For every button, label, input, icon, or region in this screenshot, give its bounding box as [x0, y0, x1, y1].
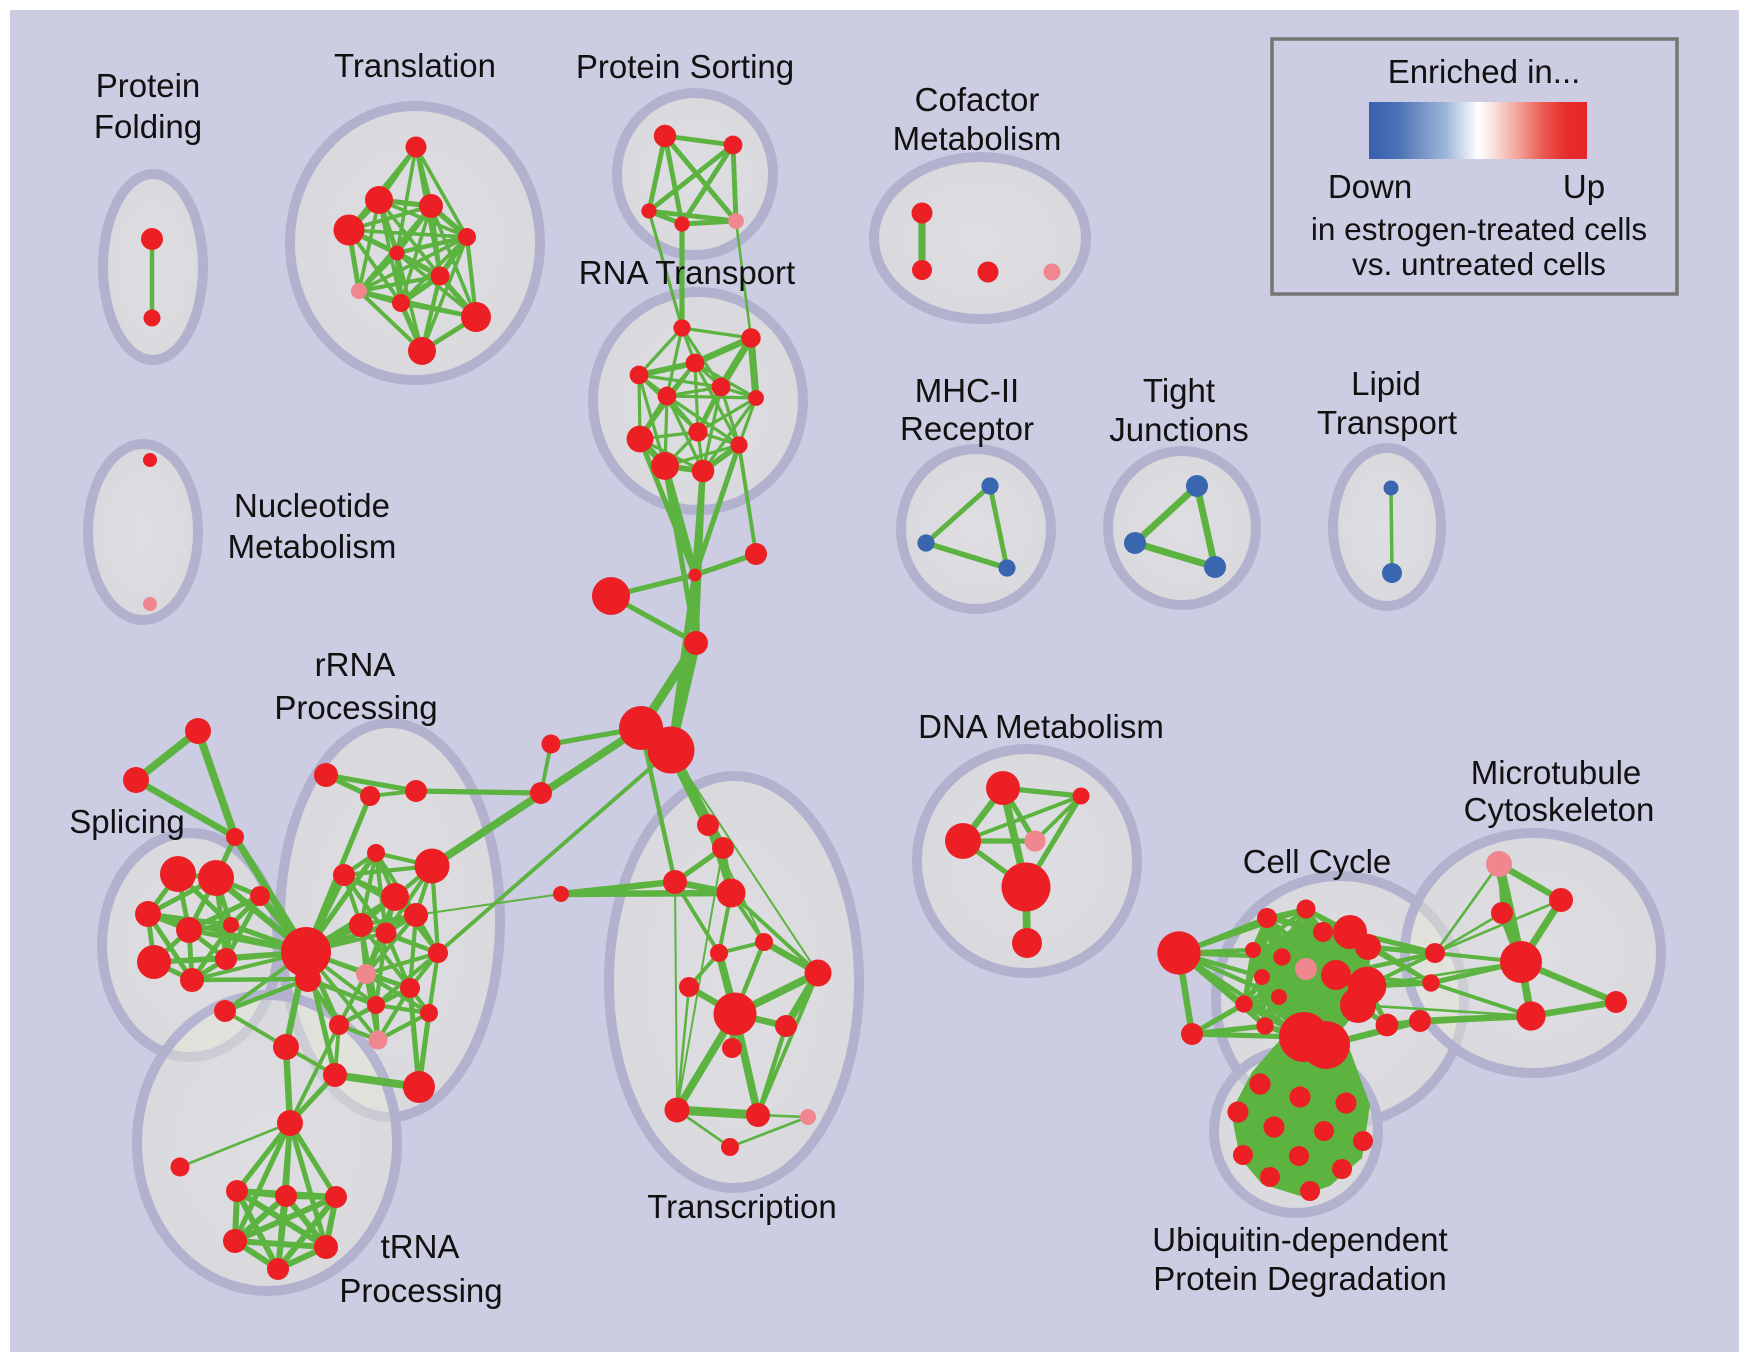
svg-text:Transcription: Transcription: [647, 1188, 837, 1225]
svg-text:tRNA: tRNA: [381, 1228, 460, 1265]
svg-text:Metabolism: Metabolism: [228, 528, 397, 565]
svg-text:Metabolism: Metabolism: [893, 120, 1062, 157]
svg-text:RNA Transport: RNA Transport: [579, 254, 795, 291]
svg-text:Protein: Protein: [96, 67, 201, 104]
svg-text:vs. untreated cells: vs. untreated cells: [1352, 246, 1606, 282]
svg-text:MHC-II: MHC-II: [915, 372, 1019, 409]
svg-text:Cell Cycle: Cell Cycle: [1243, 843, 1392, 880]
svg-text:Splicing: Splicing: [69, 803, 185, 840]
svg-text:Folding: Folding: [94, 108, 202, 145]
svg-text:Microtubule: Microtubule: [1471, 754, 1642, 791]
svg-text:Tight: Tight: [1143, 372, 1215, 409]
svg-text:Lipid: Lipid: [1351, 365, 1421, 402]
svg-text:Ubiquitin-dependent: Ubiquitin-dependent: [1152, 1221, 1447, 1258]
svg-text:Enriched in...: Enriched in...: [1388, 53, 1581, 90]
svg-text:Cytoskeleton: Cytoskeleton: [1464, 791, 1655, 828]
svg-text:Translation: Translation: [334, 47, 496, 84]
svg-text:Up: Up: [1563, 168, 1605, 205]
svg-text:Processing: Processing: [339, 1272, 502, 1309]
svg-text:rRNA: rRNA: [315, 646, 396, 683]
svg-text:Junctions: Junctions: [1109, 411, 1248, 448]
svg-text:Transport: Transport: [1317, 404, 1457, 441]
svg-text:DNA Metabolism: DNA Metabolism: [918, 708, 1164, 745]
svg-text:Cofactor: Cofactor: [915, 81, 1040, 118]
svg-text:Nucleotide: Nucleotide: [234, 487, 390, 524]
svg-text:Protein Sorting: Protein Sorting: [576, 48, 794, 85]
svg-text:Protein Degradation: Protein Degradation: [1153, 1260, 1447, 1297]
svg-text:Processing: Processing: [274, 689, 437, 726]
svg-text:Down: Down: [1328, 168, 1412, 205]
svg-text:Receptor: Receptor: [900, 410, 1034, 447]
svg-text:in estrogen-treated cells: in estrogen-treated cells: [1311, 211, 1647, 247]
